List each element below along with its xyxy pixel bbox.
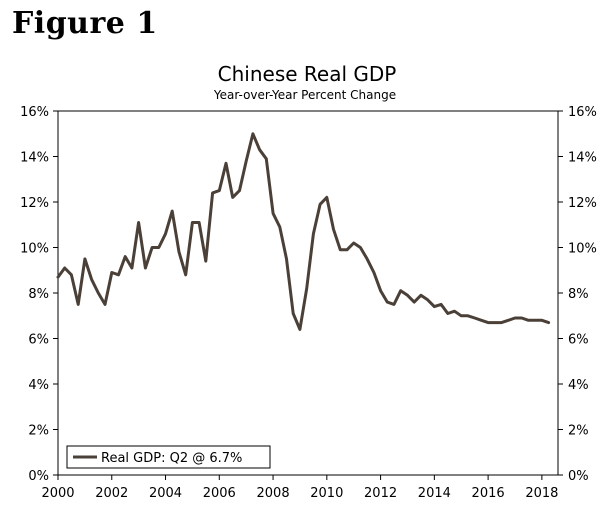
figure-label: Figure 1 xyxy=(12,6,158,41)
y-tick-label-right: 6% xyxy=(568,333,589,348)
x-tick-label: 2018 xyxy=(525,486,558,501)
legend-box xyxy=(66,445,271,469)
x-tick-label: 2010 xyxy=(310,486,343,501)
x-tick-label: 2016 xyxy=(472,486,505,501)
y-tick-label-left: 14% xyxy=(20,151,49,166)
x-tick-label: 2008 xyxy=(257,486,290,501)
plot-area xyxy=(57,110,559,476)
series-line-real-gdp xyxy=(56,132,551,331)
y-tick-label-left: 6% xyxy=(28,333,49,348)
y-tick-label-right: 4% xyxy=(568,378,589,393)
y-tick-label-left: 4% xyxy=(28,378,49,393)
y-tick-label-left: 2% xyxy=(28,424,49,439)
x-tick-label: 2014 xyxy=(418,486,451,501)
legend-label: Real GDP: Q2 @ 6.7% xyxy=(101,451,242,466)
chart-title: Chinese Real GDP xyxy=(218,62,397,86)
y-tick-label-left: 16% xyxy=(20,105,49,120)
y-axis-right: 0% 2% 4% 6% 8% 10% 12% 14% 16% xyxy=(558,105,597,484)
y-axis-left: 0% 2% 4% 6% 8% 10% 12% 14% 16% xyxy=(20,105,58,484)
y-tick-label-right: 12% xyxy=(568,196,597,211)
y-tick-label-right: 0% xyxy=(568,469,589,484)
y-tick-label-right: 2% xyxy=(568,424,589,439)
x-tick-label: 2006 xyxy=(203,486,236,501)
x-tick-label: 2012 xyxy=(364,486,397,501)
x-axis: 2000 2002 2004 2006 2008 2010 2012 2014 2016 2018 xyxy=(41,475,558,501)
y-tick-label-right: 14% xyxy=(568,151,597,166)
y-tick-label-left: 10% xyxy=(20,242,49,257)
y-tick-label-right: 8% xyxy=(568,287,589,302)
x-tick-label: 2002 xyxy=(95,486,128,501)
x-tick-label: 2004 xyxy=(149,486,182,501)
x-tick-label: 2000 xyxy=(41,486,74,501)
y-tick-label-right: 10% xyxy=(568,242,597,257)
chart-subtitle: Year-over-Year Percent Change xyxy=(213,88,396,102)
y-tick-label-right: 16% xyxy=(568,105,597,120)
y-tick-label-left: 12% xyxy=(20,196,49,211)
legend: Real GDP: Q2 @ 6.7% xyxy=(66,445,271,469)
y-tick-label-left: 8% xyxy=(28,287,49,302)
y-tick-label-left: 0% xyxy=(28,469,49,484)
